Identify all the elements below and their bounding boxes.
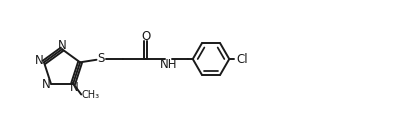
Text: N: N [69, 81, 78, 94]
Text: Cl: Cl [236, 52, 248, 66]
Text: CH₃: CH₃ [82, 90, 100, 100]
Text: S: S [98, 52, 105, 65]
Text: N: N [41, 79, 50, 91]
Text: N: N [35, 54, 43, 67]
Text: N: N [58, 39, 67, 52]
Text: NH: NH [160, 58, 177, 71]
Text: O: O [141, 30, 151, 43]
